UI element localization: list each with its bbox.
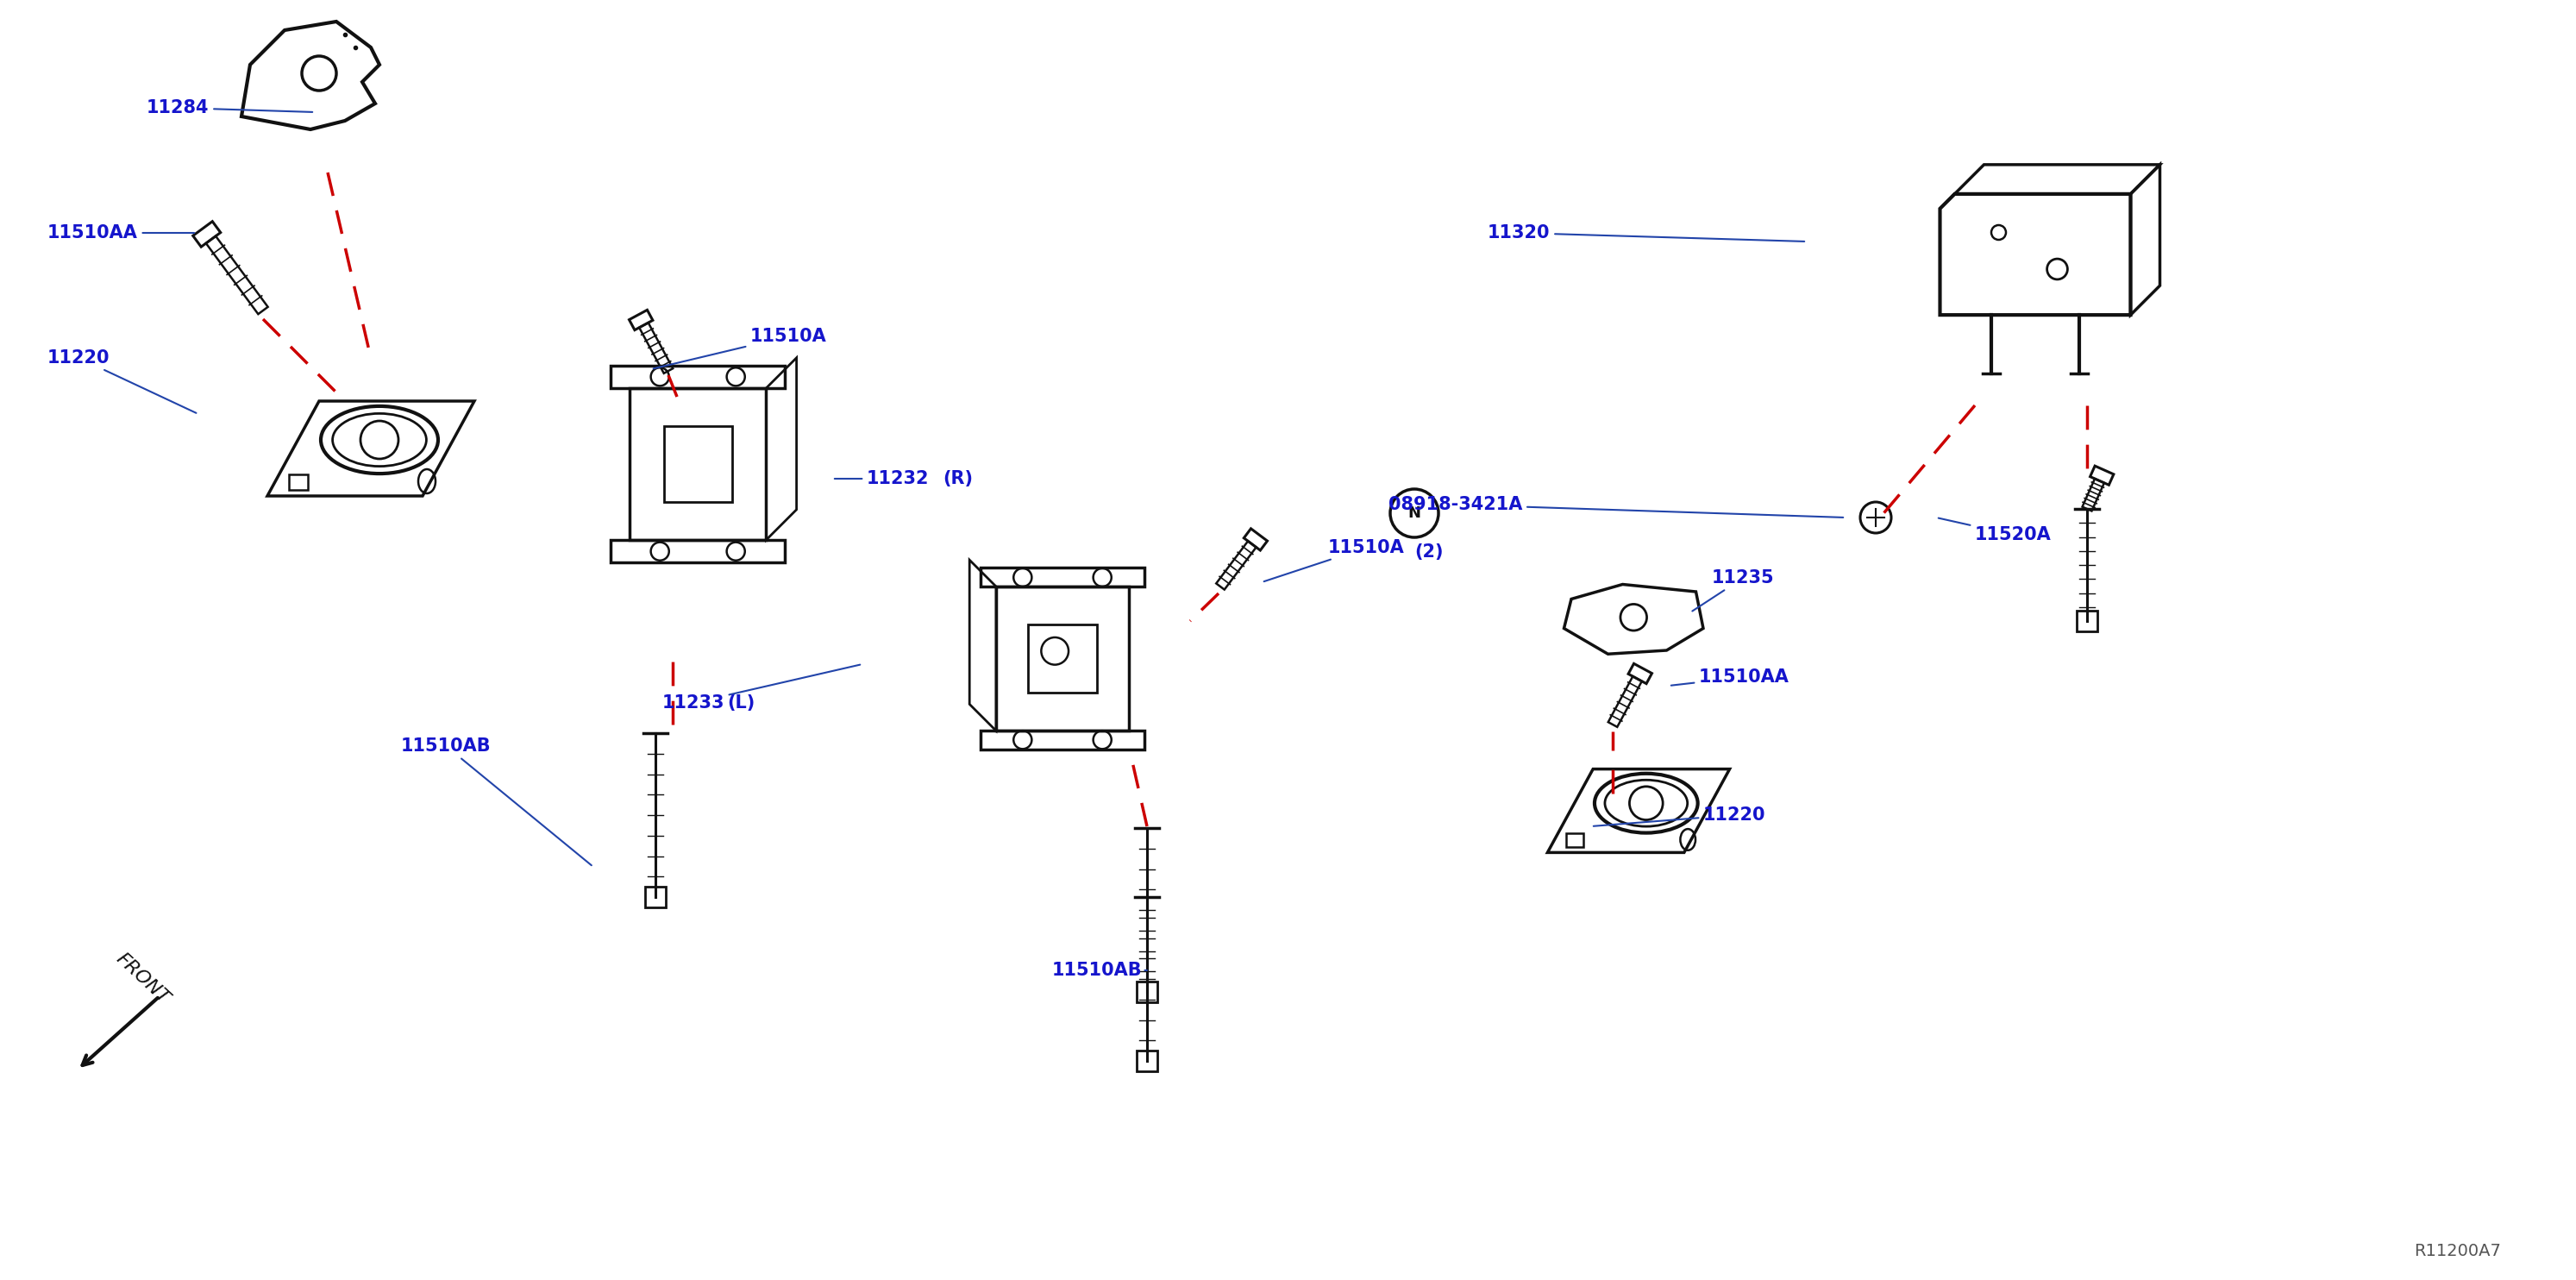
Text: (2): (2): [1414, 544, 1443, 561]
Text: 11520A: 11520A: [1937, 518, 2050, 544]
Text: (L): (L): [726, 694, 755, 712]
Text: FRONT: FRONT: [113, 950, 173, 1007]
Text: 11510A: 11510A: [654, 328, 827, 369]
Text: (R): (R): [943, 470, 974, 488]
Text: 11284: 11284: [147, 99, 312, 116]
Text: 08918-3421A: 08918-3421A: [1388, 495, 1844, 517]
Text: 11510AA: 11510AA: [46, 224, 193, 242]
Text: 11320: 11320: [1489, 224, 1803, 242]
Text: 11232: 11232: [835, 470, 930, 488]
Text: R11200A7: R11200A7: [2414, 1243, 2501, 1258]
Text: N: N: [1409, 506, 1422, 521]
Text: 11510AB: 11510AB: [1051, 961, 1146, 979]
Text: 11233: 11233: [662, 664, 860, 712]
Text: 11510AB: 11510AB: [402, 737, 592, 865]
Text: 11235: 11235: [1692, 570, 1775, 611]
Text: 11510AA: 11510AA: [1672, 668, 1790, 686]
Text: 11220: 11220: [46, 349, 196, 413]
Text: 11510A: 11510A: [1265, 539, 1404, 581]
Text: 11220: 11220: [1595, 806, 1765, 826]
